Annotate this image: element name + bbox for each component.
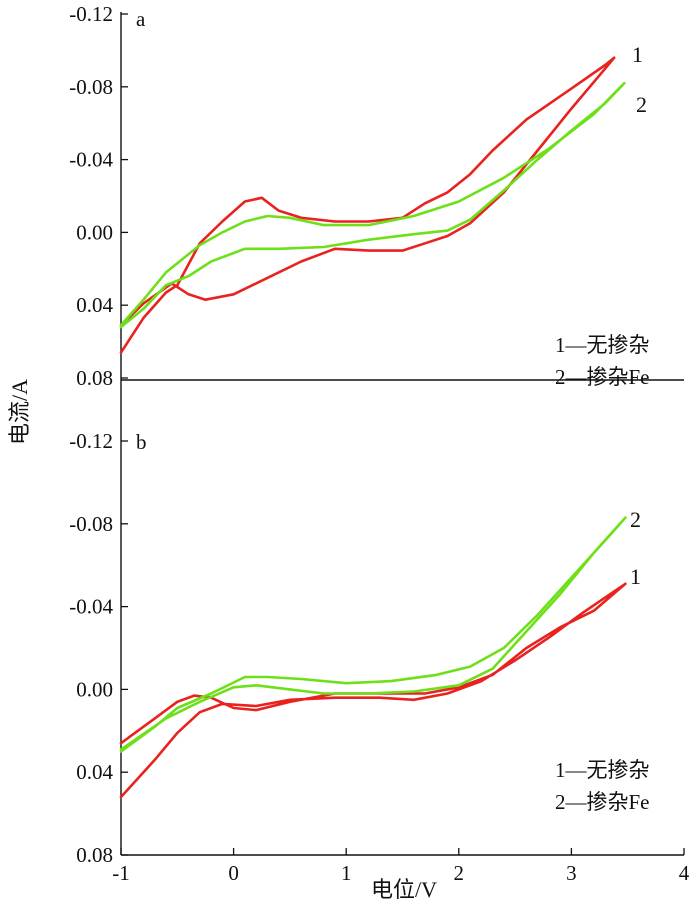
y-tick-label: 0.00 [76, 220, 113, 244]
y-tick-label: 0.08 [76, 366, 113, 390]
legend-entry-2: 2—掺杂Fe [555, 790, 650, 814]
panel-a-series-label-1: 1 [632, 42, 643, 67]
panel-a-y-ticks: -0.12 -0.08 -0.04 0.00 0.04 0.08 [69, 2, 128, 390]
panel-b-y-ticks: -0.12 -0.08 -0.04 0.00 0.04 0.08 [69, 429, 128, 867]
panel-a-letter: a [136, 7, 146, 31]
x-axis-title: 电位/V [371, 877, 437, 902]
panel-b-series-label-2: 2 [630, 507, 641, 532]
y-tick-label: 0.00 [76, 677, 113, 701]
panel-b-legend: 1—无掺杂 2—掺杂Fe [555, 758, 650, 814]
y-axis-title: 电流/A [7, 379, 32, 445]
panel-b-series-label-1: 1 [630, 564, 641, 589]
y-tick-label: -0.12 [69, 429, 113, 453]
panel-a-legend: 1—无掺杂 2—掺杂Fe [555, 333, 650, 389]
y-tick-label: 0.04 [76, 760, 113, 784]
y-tick-label: -0.08 [69, 75, 113, 99]
y-tick-label: 0.04 [76, 293, 113, 317]
y-tick-label: -0.04 [69, 595, 113, 619]
panel-a-series-label-2: 2 [636, 92, 647, 117]
legend-entry-1: 1—无掺杂 [555, 333, 650, 357]
y-tick-label: 0.08 [76, 843, 113, 867]
panel-a-curves [119, 56, 626, 354]
y-tick-label: -0.04 [69, 148, 113, 172]
panel-b-letter: b [136, 430, 147, 454]
series-2-curve [119, 516, 627, 753]
x-tick-label: 1 [341, 861, 352, 885]
y-tick-label: -0.08 [69, 512, 113, 536]
legend-entry-2: 2—掺杂Fe [555, 365, 650, 389]
panel-b-frame [120, 380, 684, 856]
x-tick-label: -1 [112, 861, 130, 885]
x-tick-label: 2 [454, 861, 465, 885]
series-2-curve [119, 81, 626, 329]
x-tick-label: 3 [566, 861, 577, 885]
series-1-curve [119, 582, 627, 799]
series-1-curve [119, 56, 616, 354]
x-ticks: -1 0 1 2 3 4 [112, 848, 690, 885]
legend-entry-1: 1—无掺杂 [555, 758, 650, 782]
x-tick-label: 0 [228, 861, 239, 885]
panel-a-frame [120, 12, 684, 381]
y-tick-label: -0.12 [69, 2, 113, 26]
x-tick-label: 4 [679, 861, 690, 885]
panel-b-curves [119, 516, 627, 799]
